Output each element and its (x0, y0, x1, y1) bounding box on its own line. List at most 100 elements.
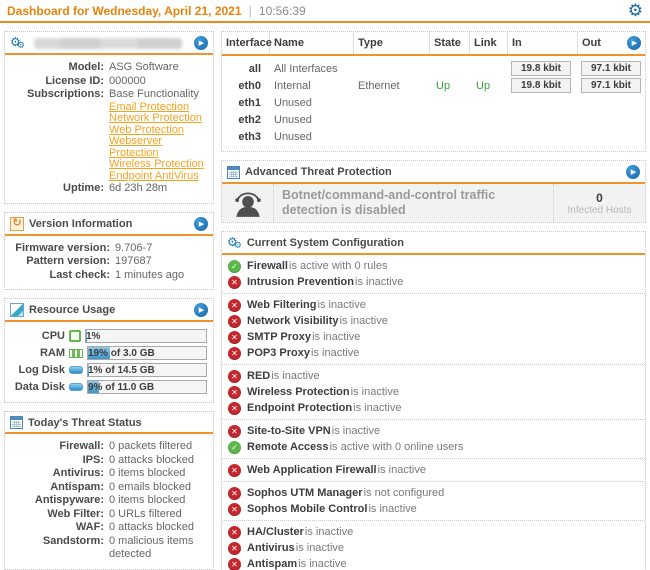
subscription-link-web-protection[interactable]: Web Protection (109, 123, 185, 136)
config-text: POP3 Proxy is inactive (247, 347, 359, 359)
subscription-link-network-protection[interactable]: Network Protection (109, 112, 202, 124)
config-row-endpoint-protection: ✕ Endpoint Protection is inactive (222, 400, 645, 416)
col-out-label: Out (582, 37, 601, 49)
subscription-link-email-protection[interactable]: Email Protection (109, 100, 190, 113)
config-row-sophos-mobile-control: ✕ Sophos Mobile Control is inactive (222, 501, 645, 517)
threat-antispam-value: 0 emails blocked (109, 480, 191, 493)
status-cross-icon: ✕ (228, 346, 241, 360)
config-row-ha-cluster: ✕ HA/Cluster is inactive (222, 524, 645, 540)
cpu-usage-row: CPU 1% (7, 329, 207, 343)
config-feature-name: SMTP Proxy (247, 331, 311, 343)
uptime-row: Uptime: 6d 23h 28m (9, 182, 207, 196)
resource-panel: Resource Usage ▶ CPU 1% RAM (4, 298, 214, 403)
col-state: State (430, 32, 470, 54)
status-cross-icon: ✕ (228, 369, 241, 383)
last-check-label: Last check: (49, 268, 110, 281)
subscription-link-wireless-protection[interactable]: Wireless Protection (109, 158, 204, 170)
config-text: Web Filtering is inactive (247, 299, 366, 311)
subscription-link-endpoint-antivirus[interactable]: Endpoint AntiVirus (109, 169, 199, 182)
version-panel-arrow-button[interactable]: ▶ (194, 216, 208, 231)
version-panel: ↻ Version Information ▶ Firmware version… (4, 211, 214, 290)
calendar-icon (10, 416, 23, 429)
subscriptions-row: Subscriptions: Base Functionality Email … (9, 88, 207, 182)
gears-icon: ⚙ ⚙ (227, 235, 242, 250)
status-cross-icon: ✕ (228, 541, 241, 555)
interfaces-panel-arrow-button[interactable]: ▶ (627, 36, 641, 50)
col-interface: Interface (222, 32, 272, 54)
config-text: Antivirus is inactive (247, 542, 344, 554)
ram-icon (69, 348, 83, 358)
config-group: ✕ Web Application Firewall is inactive (222, 459, 645, 482)
config-row-web-application-firewall: ✕ Web Application Firewall is inactive (222, 462, 645, 478)
col-type: Type (354, 32, 430, 54)
subscription-link-webserver-protection[interactable]: Webserver Protection (109, 135, 162, 159)
interface-id: all (248, 62, 261, 75)
config-feature-status: is inactive (295, 542, 345, 554)
status-cross-icon: ✕ (228, 424, 241, 438)
config-feature-name: Wireless Protection (247, 386, 350, 398)
config-group: ✕ HA/Cluster is inactive ✕ Antivirus is … (222, 521, 645, 570)
interface-id: eth0 (238, 79, 261, 92)
log-disk-icon (69, 366, 83, 374)
status-cross-icon: ✕ (228, 275, 241, 289)
firmware-version-row: Firmware version: 9.706-7 (9, 242, 207, 256)
config-feature-status: is not configured (363, 487, 445, 499)
threat-webfilter-value: 0 URLs filtered (109, 507, 182, 520)
subscriptions-list: Base Functionality Email Protection Netw… (109, 88, 207, 182)
subscription-base: Base Functionality (109, 88, 199, 100)
resource-panel-title: Resource Usage (29, 304, 116, 316)
atp-panel-title: Advanced Threat Protection (245, 166, 392, 178)
model-label: Model: (68, 61, 104, 73)
settings-gear-icon[interactable]: ⚙ (627, 1, 643, 20)
license-panel-arrow-button[interactable]: ▶ (194, 36, 208, 50)
cpu-usage-bar: 1% (85, 329, 207, 343)
version-panel-title: Version Information (29, 217, 133, 230)
config-text: RED is inactive (247, 370, 320, 382)
page-title: Dashboard for Wednesday, April 21, 2021 (7, 3, 242, 18)
config-row-site-to-site-vpn: ✕ Site-to-Site VPN is inactive (222, 423, 645, 439)
interface-link: Up (476, 79, 491, 92)
threat-antispam-label: Antispam: (50, 480, 104, 493)
calendar-icon (227, 165, 240, 179)
license-id-value: 000000 (109, 74, 146, 87)
license-panel: ⚙ ⚙ ▶ Model: ASG Software License ID: 000… (4, 31, 214, 204)
config-row-wireless-protection: ✕ Wireless Protection is inactive (222, 384, 645, 400)
config-row-antivirus: ✕ Antivirus is inactive (222, 540, 645, 556)
config-text: Network Visibility is inactive (247, 315, 388, 327)
last-check-row: Last check: 1 minutes ago (9, 269, 207, 283)
interface-out-cell: 97.1 kbit (578, 61, 645, 76)
config-feature-status: is inactive (353, 402, 402, 414)
config-feature-name: Endpoint Protection (247, 402, 353, 414)
threat-status-panel: Today's Threat Status Firewall: 0 packets… (4, 411, 214, 570)
config-feature-name: Web Application Firewall (247, 464, 377, 476)
status-cross-icon: ✕ (228, 385, 241, 399)
clock: 10:56:39 (258, 3, 306, 18)
config-group: ✓ Firewall is active with 0 rules ✕ Intr… (222, 255, 645, 294)
resource-panel-arrow-button[interactable]: ▶ (194, 303, 208, 317)
threat-waf-row: WAF: 0 attacks blocked (9, 521, 207, 535)
data-disk-label: Data Disk (14, 381, 65, 393)
config-group: ✕ Sophos UTM Manager is not configured ✕… (222, 482, 645, 521)
out-badge: 97.1 kbit (581, 78, 641, 93)
config-feature-status: is inactive (298, 558, 347, 570)
config-feature-name: Web Filtering (247, 299, 317, 311)
config-feature-status: is active with 0 rules (289, 260, 388, 272)
left-column: ⚙ ⚙ ▶ Model: ASG Software License ID: 000… (4, 31, 214, 570)
resource-panel-header: Resource Usage ▶ (5, 299, 213, 322)
config-feature-status: is inactive (312, 331, 361, 343)
license-id-label: License ID: (45, 74, 104, 87)
config-group: ✕ RED is inactive ✕ Wireless Protection … (222, 365, 645, 420)
status-check-icon: ✓ (228, 440, 241, 454)
atp-panel-arrow-button[interactable]: ▶ (626, 165, 640, 179)
col-name: Name (270, 32, 354, 54)
pattern-version-label: Pattern version: (26, 255, 110, 267)
interface-row-eth2: eth2 Unused (222, 111, 645, 128)
system-config-panel-title: Current System Configuration (246, 237, 404, 249)
threat-status-panel-body: Firewall: 0 packets filtered IPS: 0 attack… (5, 434, 213, 569)
interface-row-eth0: eth0 Internal Ethernet Up Up 19.8 kbit 9… (222, 77, 645, 94)
config-feature-name: Site-to-Site VPN (247, 425, 331, 437)
threat-firewall-label: Firewall: (59, 440, 104, 452)
config-row-intrusion-prevention: ✕ Intrusion Prevention is inactive (222, 274, 645, 290)
data-disk-icon (69, 383, 83, 391)
config-text: Sophos Mobile Control is inactive (247, 503, 417, 515)
